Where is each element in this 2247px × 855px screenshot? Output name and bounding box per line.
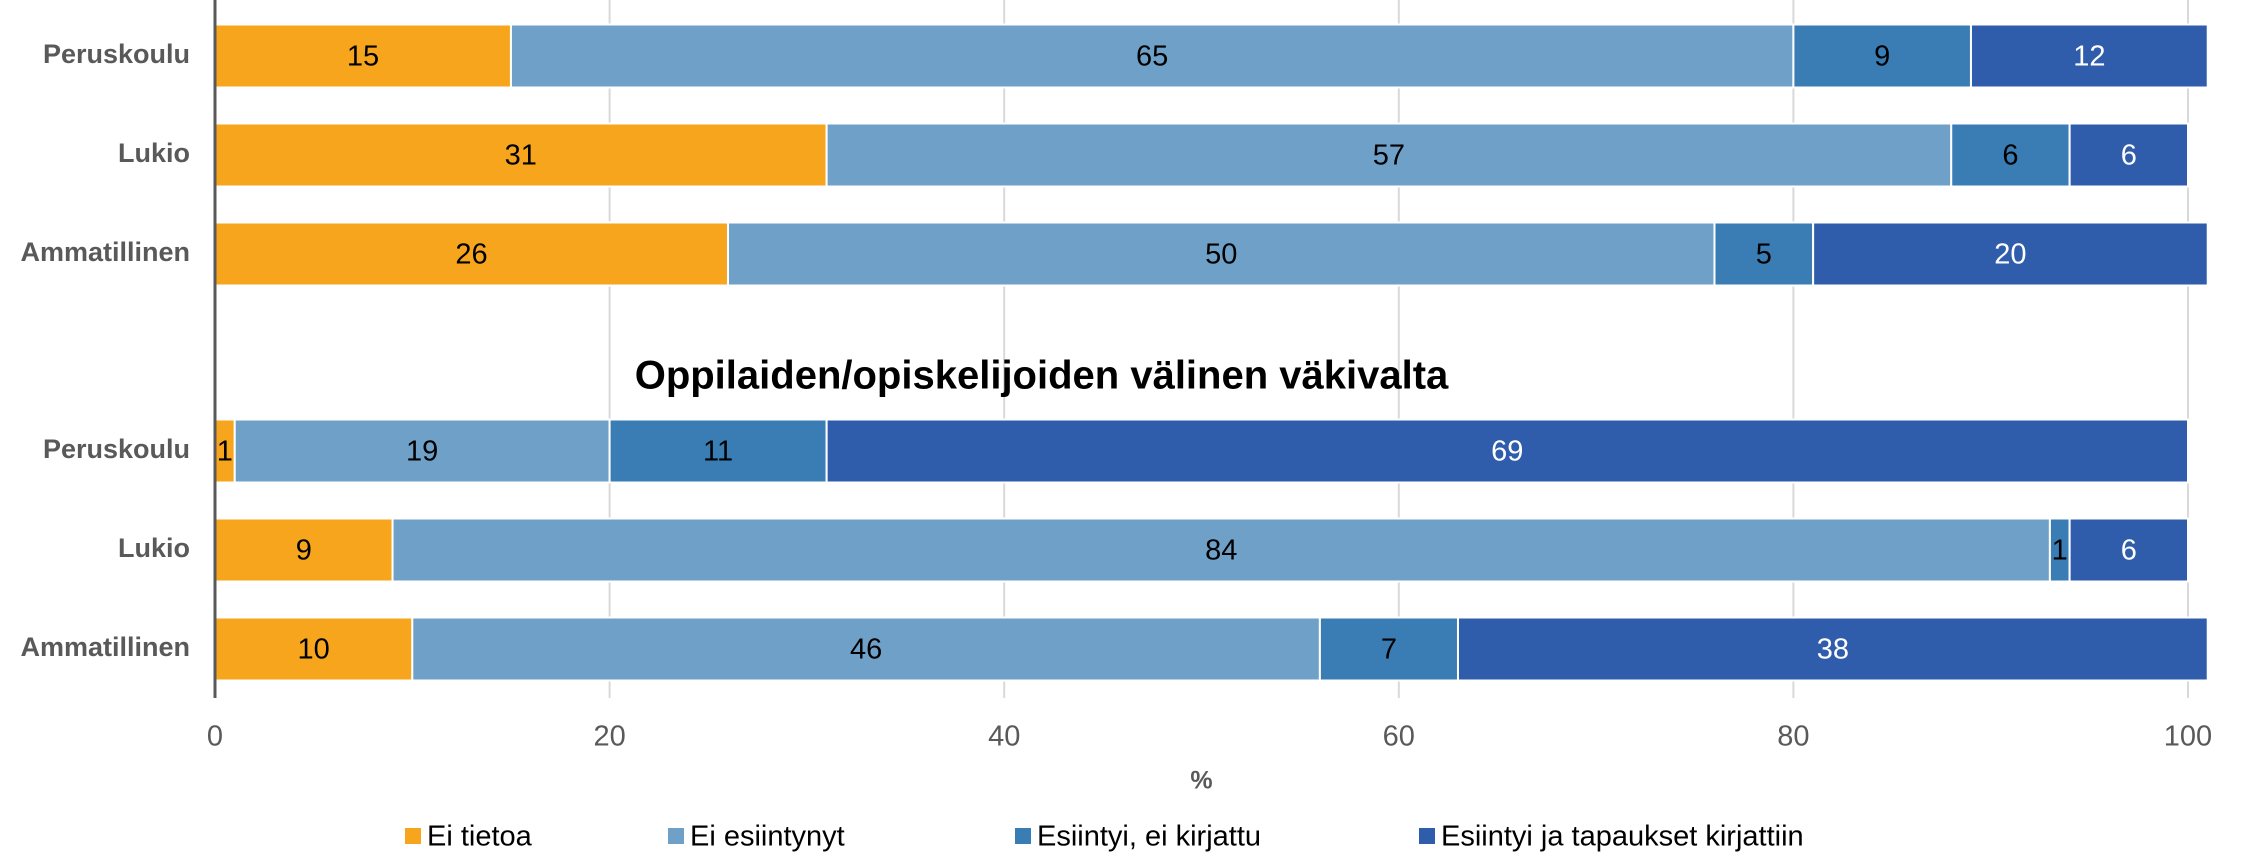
bar-segment	[1456, 616, 2209, 682]
data-label: 5	[1756, 239, 1772, 271]
x-tick-label: 60	[1383, 721, 1415, 753]
bar-segment	[411, 616, 1321, 682]
bar-segment	[1812, 221, 2209, 287]
bar-segment	[1318, 616, 1459, 682]
x-tick-label: 20	[593, 721, 625, 753]
data-label: 19	[406, 436, 438, 468]
data-label: 84	[1205, 535, 1237, 567]
data-label: 57	[1373, 140, 1405, 172]
legend-swatch	[668, 828, 684, 844]
bar-segment	[1713, 221, 1815, 287]
data-label: 12	[2073, 41, 2105, 73]
category-label: Ammatillinen	[20, 237, 190, 267]
data-label: 15	[347, 41, 379, 73]
bar-segment	[391, 517, 2051, 583]
data-label: 1	[2052, 535, 2068, 567]
bar-segment	[2068, 122, 2190, 188]
legend-swatch	[405, 828, 421, 844]
bar-segment	[1969, 23, 2209, 89]
data-label: 65	[1136, 41, 1168, 73]
data-label: 38	[1817, 634, 1849, 666]
bar-segment	[214, 23, 512, 89]
legend-swatch	[1015, 828, 1031, 844]
x-tick-label: 100	[2164, 721, 2212, 753]
data-label: 69	[1491, 436, 1523, 468]
bar-segment	[214, 221, 729, 287]
x-axis-label: %	[1190, 767, 1212, 795]
data-label: 9	[1874, 41, 1890, 73]
bar-segment	[214, 517, 394, 583]
data-label: 6	[2121, 140, 2137, 172]
bar-segment	[233, 418, 611, 484]
legend-label: Ei esiintynyt	[690, 821, 845, 853]
bar-segment	[2068, 517, 2190, 583]
bar-segment	[825, 418, 2189, 484]
data-label: 20	[1994, 239, 2026, 271]
data-label: 7	[1381, 634, 1397, 666]
category-label: Ammatillinen	[20, 632, 190, 662]
x-tick-label: 40	[988, 721, 1020, 753]
panel-title: Oppilaiden/opiskelijoiden välinen väkiva…	[635, 354, 1449, 398]
x-tick-label: 0	[207, 721, 223, 753]
data-label: 9	[296, 535, 312, 567]
bar-segment	[726, 221, 1716, 287]
bar-segment	[214, 122, 828, 188]
data-label: 26	[455, 239, 487, 271]
bar-segment	[1950, 122, 2071, 188]
data-label: 11	[703, 436, 733, 468]
data-label: 46	[850, 634, 882, 666]
category-label: Lukio	[118, 533, 190, 563]
data-label: 50	[1205, 239, 1237, 271]
data-label: 31	[505, 140, 537, 172]
bar-segment	[825, 122, 1953, 188]
legend-label: Ei tietoa	[427, 821, 533, 853]
data-label: 6	[2121, 535, 2137, 567]
legend-swatch	[1419, 828, 1435, 844]
data-label: 1	[217, 436, 233, 468]
legend-label: Esiintyi ja tapaukset kirjattiin	[1441, 821, 1804, 853]
legend-label: Esiintyi, ei kirjattu	[1037, 821, 1261, 853]
data-label: 6	[2002, 140, 2018, 172]
category-label: Peruskoulu	[43, 39, 190, 69]
x-tick-label: 80	[1777, 721, 1809, 753]
category-label: Peruskoulu	[43, 434, 190, 464]
data-label: 10	[298, 634, 330, 666]
category-label: Lukio	[118, 138, 190, 168]
